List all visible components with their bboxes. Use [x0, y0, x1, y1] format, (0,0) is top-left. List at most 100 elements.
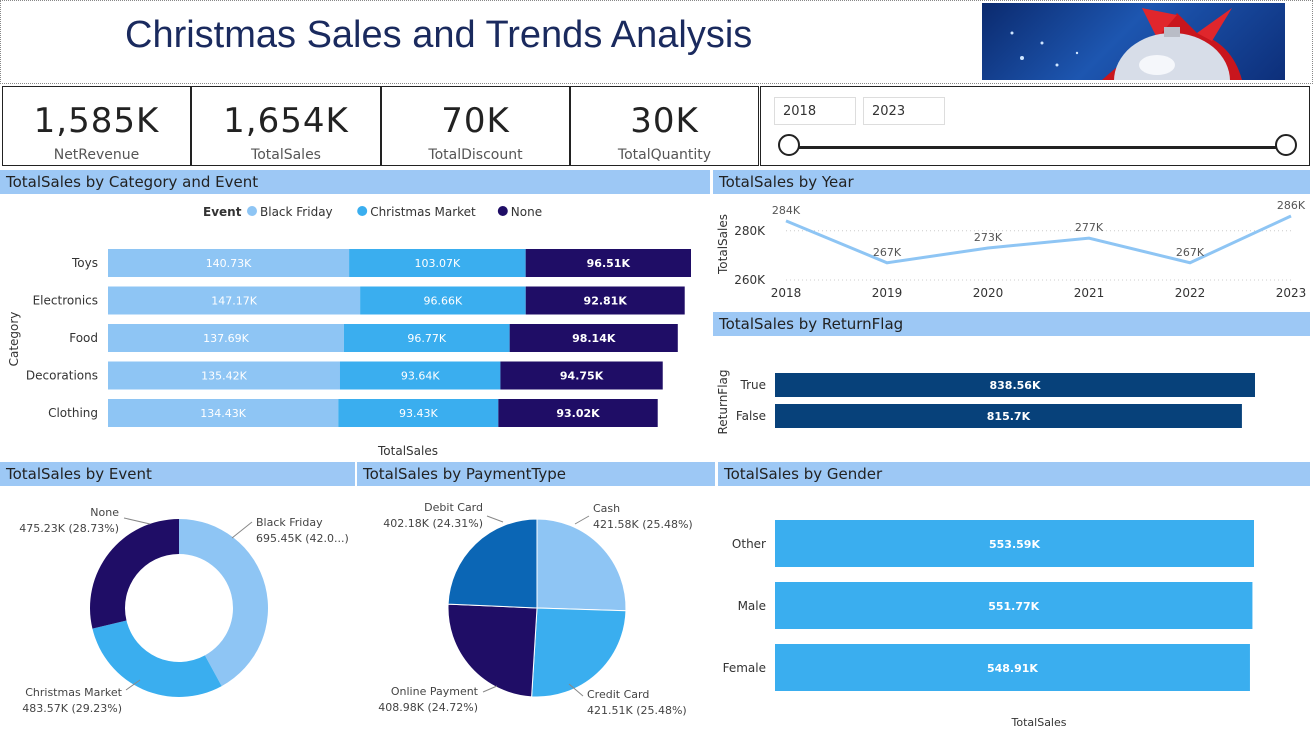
data-label: 838.56K [990, 379, 1041, 392]
category-tick-label: Male [738, 599, 766, 613]
data-label: 284K [772, 204, 801, 217]
slice-value-label: 483.57K (29.23%) [22, 702, 122, 715]
data-label: 553.59K [989, 538, 1040, 551]
kpi-value: 30K [630, 101, 699, 141]
category-tick-label: Food [69, 331, 98, 345]
slice-value-label: 475.23K (28.73%) [19, 522, 119, 535]
x-tick-label: 2020 [973, 286, 1004, 300]
leader-line [125, 679, 141, 691]
bar-segment [108, 399, 339, 427]
kpi-total-discount: 70K TotalDiscount [381, 86, 570, 166]
slice-name-label: None [90, 506, 119, 519]
slice-value-label: 695.45K (42.0...) [256, 532, 349, 545]
christmas-ornament-image [982, 3, 1285, 80]
bar [775, 373, 1255, 397]
category-tick-label: Toys [71, 256, 98, 270]
leader-line [482, 685, 498, 693]
kpi-value: 1,585K [33, 101, 160, 141]
x-tick-label: 2021 [1074, 286, 1105, 300]
bar-segment [108, 286, 361, 315]
year-start-input[interactable]: 2018 [774, 97, 856, 125]
data-label: 94.75K [560, 370, 604, 383]
series-line [785, 214, 1292, 265]
data-label: 277K [1075, 221, 1104, 234]
y-tick-label: 280K [734, 224, 766, 238]
legend-label: Christmas Market [370, 205, 476, 219]
data-label: 548.91K [987, 662, 1038, 675]
data-label: 273K [974, 231, 1003, 244]
kpi-label: TotalQuantity [617, 147, 712, 163]
slider-end-handle[interactable] [1275, 134, 1297, 156]
data-label: 96.51K [587, 257, 631, 270]
bar-segment [360, 286, 526, 315]
returnflag-bar-chart: True 838.56K False 815.7K ReturnFlag [716, 369, 1255, 435]
pie-slice [447, 603, 538, 698]
data-label: 96.77K [407, 332, 446, 345]
category-tick-label: Electronics [33, 294, 98, 308]
slice-name-label: Christmas Market [25, 686, 122, 699]
panel-header-payment: TotalSales by PaymentType [357, 462, 715, 486]
bar-segment [108, 361, 340, 390]
category-event-chart: Event Black Friday Christmas Market None Toy… [7, 205, 691, 458]
slice-value-label: 421.51K (25.48%) [587, 704, 687, 717]
data-label: 140.73K [206, 257, 252, 270]
kpi-total-sales: 1,654K TotalSales [191, 86, 381, 166]
data-label: 93.64K [401, 370, 440, 383]
event-donut-chart: Black Friday 695.45K (42.0...) Christmas M… [19, 506, 349, 715]
leader-line [568, 683, 584, 697]
data-label: 147.17K [211, 295, 257, 308]
legend-marker [497, 206, 508, 216]
pie-slice [447, 518, 538, 609]
panel-header-returnflag: TotalSales by ReturnFlag [713, 312, 1310, 336]
bar-segment [338, 399, 499, 427]
kpi-total-quantity: 30K TotalQuantity [570, 86, 759, 166]
leader-line [231, 521, 253, 539]
data-label: 135.42K [201, 370, 247, 383]
data-label: 286K [1277, 199, 1306, 212]
donut-slice [179, 519, 269, 687]
legend-marker [357, 206, 368, 216]
y-tick-label: 260K [734, 273, 766, 287]
panel-header-gender: TotalSales by Gender [718, 462, 1310, 486]
slice-name-label: Cash [593, 502, 620, 515]
pie-slice [536, 518, 627, 612]
bar-segment [498, 399, 658, 427]
kpi-label: TotalSales [251, 147, 321, 163]
year-line-chart: 280K 260K TotalSales 284K 2018 267K 2019 273K 20… [716, 199, 1307, 300]
slice-name-label: Credit Card [587, 688, 649, 701]
payment-pie-chart: Cash 421.58K (25.48%) Credit Card 421.51K (… [378, 501, 693, 717]
bar-segment [108, 249, 350, 277]
leader-line [574, 515, 590, 525]
category-tick-label: Decorations [26, 369, 98, 383]
category-tick-label: Other [732, 537, 766, 551]
pie-slice [531, 607, 627, 698]
slider-start-handle[interactable] [778, 134, 800, 156]
data-label: 267K [1176, 246, 1205, 259]
x-tick-label: 2018 [771, 286, 802, 300]
slice-value-label: 408.98K (24.72%) [378, 701, 478, 714]
slider-track[interactable] [789, 146, 1289, 149]
y-axis-label: TotalSales [716, 214, 730, 275]
year-end-input[interactable]: 2023 [863, 97, 945, 125]
bar [775, 404, 1242, 428]
legend-title: Event [203, 205, 242, 219]
data-label: 98.14K [572, 332, 616, 345]
slice-value-label: 402.18K (24.31%) [383, 517, 483, 530]
data-label: 93.02K [556, 407, 600, 420]
category-tick-label: True [740, 378, 767, 392]
bar-segment [525, 286, 685, 315]
bar-segment [500, 361, 663, 390]
slice-value-label: 421.58K (25.48%) [593, 518, 693, 531]
x-tick-label: 2022 [1175, 286, 1206, 300]
data-label: 551.77K [988, 600, 1039, 613]
panel-header-event: TotalSales by Event [0, 462, 355, 486]
year-range-slicer: 2018 2023 [760, 86, 1310, 166]
legend-label: None [511, 205, 542, 219]
x-tick-label: 2023 [1276, 286, 1307, 300]
data-label: 103.07K [415, 257, 461, 270]
slice-name-label: Online Payment [391, 685, 479, 698]
leader-line [123, 517, 151, 525]
x-axis-label: TotalSales [1011, 716, 1067, 729]
category-tick-label: Female [723, 661, 766, 675]
data-label: 815.7K [987, 410, 1031, 423]
